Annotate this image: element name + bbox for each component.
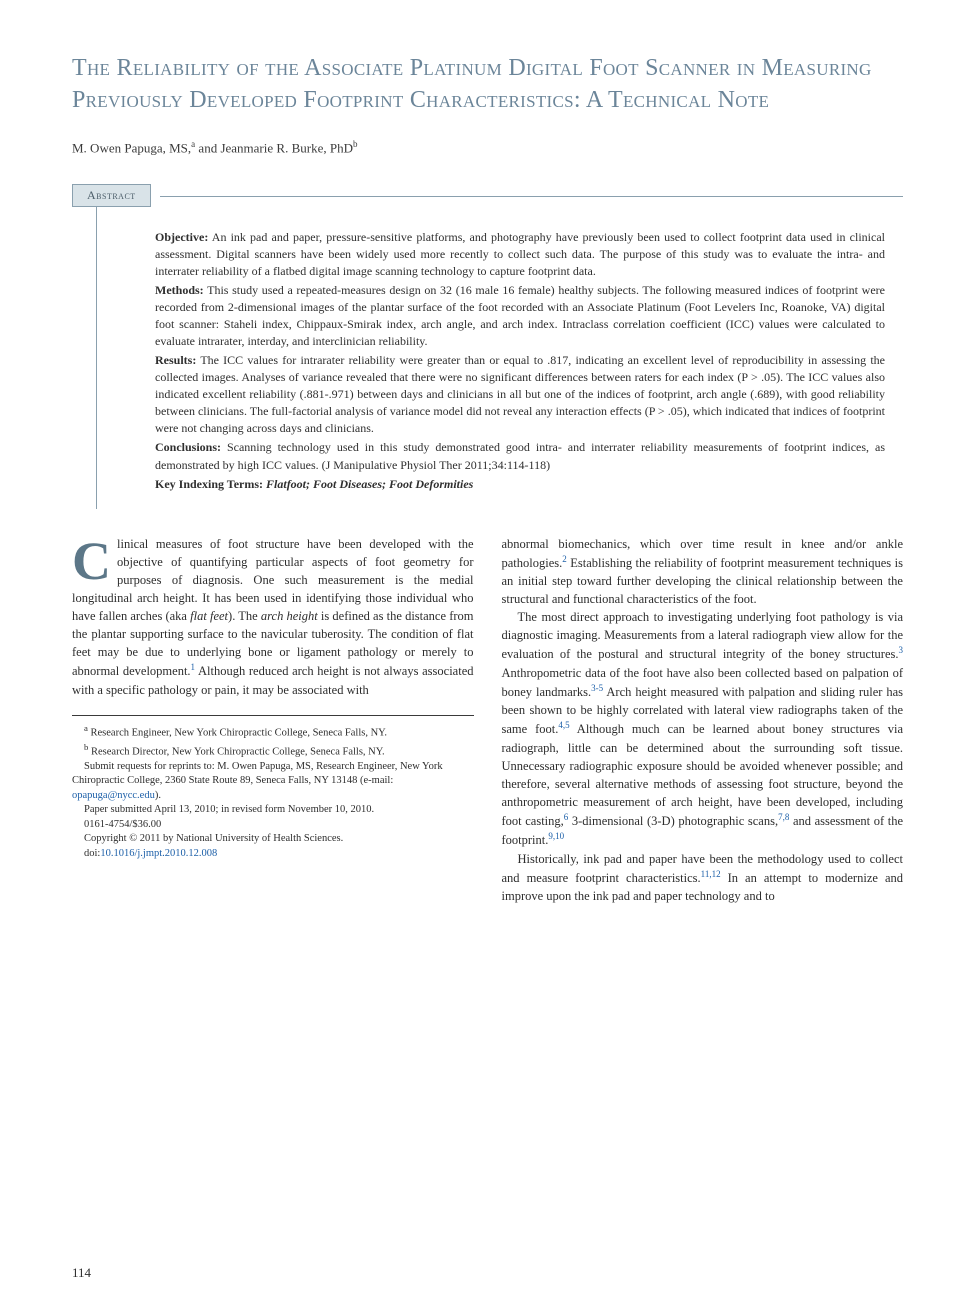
conclusions-label: Conclusions: [155, 440, 221, 454]
abstract-methods: Methods: This study used a repeated-meas… [155, 282, 885, 350]
citation-3[interactable]: 3 [899, 645, 904, 655]
intro-paragraph: Clinical measures of foot structure have… [72, 535, 474, 699]
author-line: M. Owen Papuga, MS,a and Jeanmarie R. Bu… [72, 139, 903, 156]
affil-marker-a: a [191, 139, 195, 149]
citation-2[interactable]: 2 [562, 554, 567, 564]
right-para-2: The most direct approach to investigatin… [502, 608, 904, 849]
keywords-text: Flatfoot; Foot Diseases; Foot Deformitie… [266, 477, 473, 491]
objective-label: Objective: [155, 230, 208, 244]
dropcap-letter: C [72, 535, 117, 583]
abstract-tab-label: Abstract [72, 184, 151, 207]
citation-1[interactable]: 1 [191, 662, 196, 672]
author-1: M. Owen Papuga, MS, [72, 140, 191, 155]
footnote-doi: doi:10.1016/j.jmpt.2010.12.008 [72, 847, 474, 861]
results-label: Results: [155, 353, 196, 367]
abstract-conclusions: Conclusions: Scanning technology used in… [155, 439, 885, 473]
footnote-a: a Research Engineer, New York Chiropract… [72, 722, 474, 741]
footnote-b: b Research Director, New York Chiropract… [72, 741, 474, 760]
footnotes-block: a Research Engineer, New York Chiropract… [72, 715, 474, 861]
footnote-reprint: Submit requests for reprints to: M. Owen… [72, 760, 474, 803]
right-para-3: Historically, ink pad and paper have bee… [502, 850, 904, 906]
doi-link[interactable]: 10.1016/j.jmpt.2010.12.008 [100, 848, 217, 859]
objective-text: An ink pad and paper, pressure-sensitive… [155, 230, 885, 278]
abstract-keywords: Key Indexing Terms: Flatfoot; Foot Disea… [155, 476, 885, 493]
author-2: Jeanmarie R. Burke, PhD [220, 140, 353, 155]
reprint-email-link[interactable]: opapuga@nycc.edu [72, 790, 155, 801]
citation-6[interactable]: 6 [564, 812, 569, 822]
affil-marker-b: b [353, 139, 358, 149]
citation-4-5[interactable]: 4,5 [558, 720, 569, 730]
author-sep: and [198, 140, 220, 155]
body-columns: Clinical measures of foot structure have… [72, 535, 903, 906]
footnote-copyright: Copyright © 2011 by National University … [72, 832, 474, 846]
citation-3-5[interactable]: 3-5 [591, 683, 603, 693]
footnote-submitted: Paper submitted April 13, 2010; in revis… [72, 803, 474, 817]
left-column: Clinical measures of foot structure have… [72, 535, 474, 906]
methods-text: This study used a repeated-measures desi… [155, 283, 885, 348]
methods-label: Methods: [155, 283, 204, 297]
citation-9-10[interactable]: 9,10 [548, 831, 564, 841]
citation-11-12[interactable]: 11,12 [701, 869, 721, 879]
right-para-1: abnormal biomechanics, which over time r… [502, 535, 904, 609]
abstract-body: Objective: An ink pad and paper, pressur… [96, 207, 903, 508]
conclusions-text: Scanning technology used in this study d… [155, 440, 885, 471]
footnote-issn: 0161-4754/$36.00 [72, 818, 474, 832]
right-column: abnormal biomechanics, which over time r… [502, 535, 904, 906]
article-title: The Reliability of the Associate Platinu… [72, 52, 903, 117]
abstract-results: Results: The ICC values for intrarater r… [155, 352, 885, 437]
page-number: 114 [72, 1265, 91, 1281]
results-text: The ICC values for intrarater reliabilit… [155, 353, 885, 435]
keywords-label: Key Indexing Terms: [155, 477, 263, 491]
abstract-rule [160, 196, 903, 197]
abstract-container: Abstract Objective: An ink pad and paper… [72, 184, 903, 508]
citation-7-8[interactable]: 7,8 [778, 812, 789, 822]
abstract-objective: Objective: An ink pad and paper, pressur… [155, 229, 885, 280]
